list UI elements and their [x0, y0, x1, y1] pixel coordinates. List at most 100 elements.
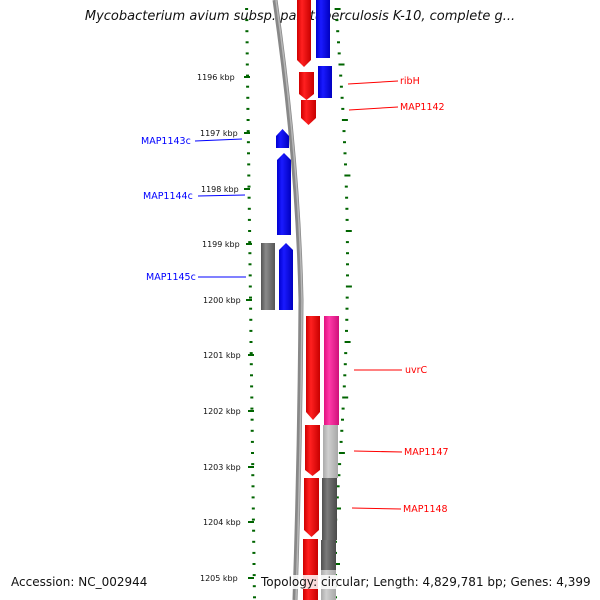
ruler-tick	[341, 407, 345, 410]
gene-label-MAP1144c[interactable]: MAP1144c	[143, 191, 193, 202]
ruler-tick	[345, 285, 352, 288]
ruler-tick	[339, 74, 343, 77]
gene-arrow-top-blue-2[interactable]	[318, 66, 332, 98]
ruler-tick	[247, 207, 251, 210]
gene-label-ribH[interactable]: ribH	[400, 76, 420, 87]
ruler-tick	[345, 218, 349, 221]
backbone-highlight	[275, 0, 303, 600]
ruler-tick	[336, 485, 340, 488]
gene-block-dark-gray[interactable]	[322, 478, 337, 540]
ruler-tick	[345, 196, 349, 199]
gene-label-uvrC[interactable]: uvrC	[405, 365, 428, 376]
gene-arrow-ribH[interactable]	[299, 72, 314, 100]
ruler-tick	[338, 463, 342, 466]
gene-arrow-uvrC[interactable]	[306, 316, 320, 420]
ruler-tick	[336, 30, 340, 33]
ruler-tick	[341, 107, 345, 110]
ruler-tick	[246, 96, 250, 99]
ruler-tick	[246, 74, 249, 77]
ruler-tick	[344, 185, 348, 188]
ruler-tick	[245, 30, 249, 33]
ruler-tick	[344, 341, 351, 343]
kbp-label: 1201 kbp	[203, 351, 241, 360]
gene-label-MAP1145c[interactable]: MAP1145c	[146, 272, 196, 283]
ruler-tick	[248, 241, 252, 244]
ruler-tick	[345, 241, 349, 244]
gene-arrow-MAP1143c[interactable]	[276, 129, 289, 148]
gene-label-MAP1148[interactable]: MAP1148	[403, 504, 448, 515]
ruler-tick	[249, 318, 253, 321]
ruler-tick	[252, 574, 256, 577]
ruler-tick	[337, 474, 341, 477]
ruler-tick	[340, 429, 344, 432]
ruler-tick	[338, 452, 345, 454]
ruler-tick	[343, 141, 346, 144]
ruler-tick	[249, 329, 253, 332]
ruler-tick	[247, 218, 251, 221]
ruler-tick	[246, 85, 250, 88]
ruler-tick	[343, 152, 347, 155]
ruler-tick	[249, 307, 253, 310]
ruler-tick	[346, 263, 349, 266]
gene-label-MAP1143c[interactable]: MAP1143c	[141, 136, 191, 147]
ruler-tick	[247, 163, 251, 166]
ruler-tick	[343, 374, 347, 377]
gene-arrow-top-blue-1[interactable]	[316, 0, 330, 58]
kbp-label: 1196 kbp	[197, 73, 235, 82]
ruler-tick	[335, 19, 339, 22]
ruler-tick	[345, 207, 349, 210]
gene-block-light-gray[interactable]	[323, 425, 338, 478]
ruler-tick	[253, 596, 256, 599]
gene-arrow-top-red[interactable]	[297, 0, 311, 67]
gene-block-gray[interactable]	[261, 243, 275, 310]
ruler-tick	[249, 352, 253, 355]
ruler-tick	[245, 52, 249, 55]
ruler-tick	[344, 163, 347, 166]
ruler-tick	[345, 329, 348, 332]
ruler-tick	[334, 8, 341, 10]
gene-arrow-MAP1147[interactable]	[305, 425, 320, 476]
ruler-tick	[337, 52, 341, 55]
gene-arrow-MAP1145c[interactable]	[279, 243, 293, 310]
ruler-tick	[252, 529, 256, 532]
ruler-tick	[334, 563, 340, 565]
ruler-tick	[251, 485, 255, 488]
ruler-tick	[345, 230, 352, 232]
gene-arrow-MAP1142[interactable]	[301, 100, 316, 125]
kbp-label: 1200 kbp	[203, 296, 241, 305]
ruler-tick	[344, 174, 351, 177]
ruler-tick	[250, 418, 254, 421]
kbp-label: 1204 kbp	[203, 518, 241, 527]
kbp-label: 1205 kbp	[200, 574, 238, 583]
ruler-tick	[251, 496, 255, 499]
ruler-tick	[339, 85, 343, 88]
gene-label-MAP1142[interactable]: MAP1142	[400, 102, 445, 113]
gene-label-MAP1147[interactable]: MAP1147	[404, 447, 449, 458]
gene-block-dark-gray-2[interactable]	[321, 540, 336, 570]
ruler-tick	[342, 385, 346, 388]
ruler-tick	[346, 274, 349, 277]
ruler-tick	[337, 41, 340, 44]
gene-block-magenta[interactable]	[324, 316, 339, 425]
gene-arrow-MAP1144c[interactable]	[277, 153, 291, 235]
ruler-tick	[251, 463, 255, 466]
ruler-tick	[248, 274, 252, 277]
ruler-tick	[249, 341, 253, 343]
ruler-tick	[249, 296, 252, 299]
kbp-label: 1197 kbp	[200, 129, 238, 138]
ruler-tick	[341, 119, 348, 121]
ruler-tick	[344, 352, 348, 355]
ruler-tick	[341, 418, 344, 421]
ruler-tick	[247, 196, 251, 199]
ruler-ticks-left	[245, 8, 256, 599]
ruler-tick	[342, 130, 346, 133]
gene-arrow-MAP1148[interactable]	[304, 478, 319, 537]
gene-arrow-bottom-red[interactable]	[303, 539, 318, 600]
ruler-tick	[338, 63, 345, 66]
kbp-label: 1199 kbp	[202, 240, 240, 249]
ruler-tick	[342, 396, 349, 399]
ruler-tick	[245, 41, 249, 44]
ruler-tick	[345, 307, 349, 310]
backbone-curve	[272, 0, 304, 600]
